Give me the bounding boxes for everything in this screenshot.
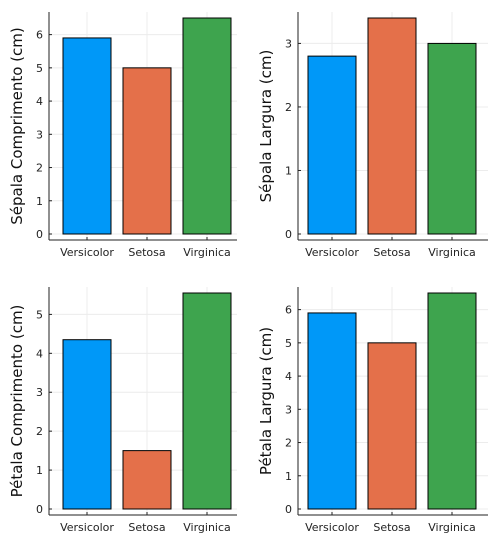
y-tick-label: 5 xyxy=(285,337,292,350)
y-tick-label: 6 xyxy=(285,304,292,317)
y-tick-label: 1 xyxy=(285,470,292,483)
y-axis-label: Pétala Comprimento (cm) xyxy=(8,305,26,498)
y-tick-label: 2 xyxy=(285,101,292,114)
y-axis-label: Sépala Comprimento (cm) xyxy=(8,27,26,224)
y-tick-label: 0 xyxy=(285,228,292,241)
bar xyxy=(367,342,417,510)
bar xyxy=(182,17,232,235)
y-tick-label: 6 xyxy=(36,29,43,42)
y-tick-label: 3 xyxy=(36,128,43,141)
y-tick-label: 5 xyxy=(36,308,43,321)
bar xyxy=(182,292,232,510)
x-tick-label: Setosa xyxy=(373,521,410,534)
bar xyxy=(122,67,172,235)
y-tick-label: 2 xyxy=(285,437,292,450)
bar xyxy=(427,42,477,235)
x-tick-label: Versicolor xyxy=(305,246,359,259)
y-tick-label: 1 xyxy=(36,464,43,477)
x-tick-label: Virginica xyxy=(428,521,476,534)
y-tick-label: 4 xyxy=(36,95,43,108)
y-tick-label: 0 xyxy=(36,228,43,241)
y-tick-label: 0 xyxy=(285,503,292,516)
bar xyxy=(62,37,112,235)
y-tick-label: 0 xyxy=(36,503,43,516)
bar xyxy=(122,450,172,510)
bar xyxy=(427,292,477,510)
y-tick-label: 2 xyxy=(36,162,43,175)
chart-panel: 0 1 2 3 4 5 Versicolor Setosa Virginica Pétala Co… xyxy=(8,287,237,534)
y-tick-label: 4 xyxy=(36,347,43,360)
bar xyxy=(307,55,357,235)
y-tick-label: 4 xyxy=(285,370,292,383)
y-tick-label: 3 xyxy=(36,386,43,399)
x-tick-label: Versicolor xyxy=(60,246,114,259)
chart-panel: 0 1 2 3 4 5 6 Versicolor Setosa Virginica Pétala L… xyxy=(257,287,488,534)
y-tick-label: 5 xyxy=(36,62,43,75)
bar xyxy=(307,312,357,510)
x-tick-label: Setosa xyxy=(128,246,165,259)
y-tick-label: 3 xyxy=(285,403,292,416)
x-tick-label: Virginica xyxy=(183,521,231,534)
bar xyxy=(62,339,112,510)
x-tick-label: Versicolor xyxy=(60,521,114,534)
bar xyxy=(367,17,417,235)
y-tick-label: 2 xyxy=(36,425,43,438)
chart-panel: 0 1 2 3 4 5 6 Versicolor Setosa Virginica Sépala C… xyxy=(8,12,237,259)
x-tick-label: Setosa xyxy=(373,246,410,259)
y-axis-label: Sépala Largura (cm) xyxy=(257,50,275,203)
x-tick-label: Virginica xyxy=(183,246,231,259)
x-tick-label: Versicolor xyxy=(305,521,359,534)
x-tick-label: Setosa xyxy=(128,521,165,534)
chart-panel: 0 1 2 3 Versicolor Setosa Virginica Sépala Larg… xyxy=(257,12,488,259)
y-axis-label: Pétala Largura (cm) xyxy=(257,327,275,475)
x-tick-label: Virginica xyxy=(428,246,476,259)
y-tick-label: 1 xyxy=(285,164,292,177)
y-tick-label: 1 xyxy=(36,195,43,208)
y-tick-label: 3 xyxy=(285,37,292,50)
